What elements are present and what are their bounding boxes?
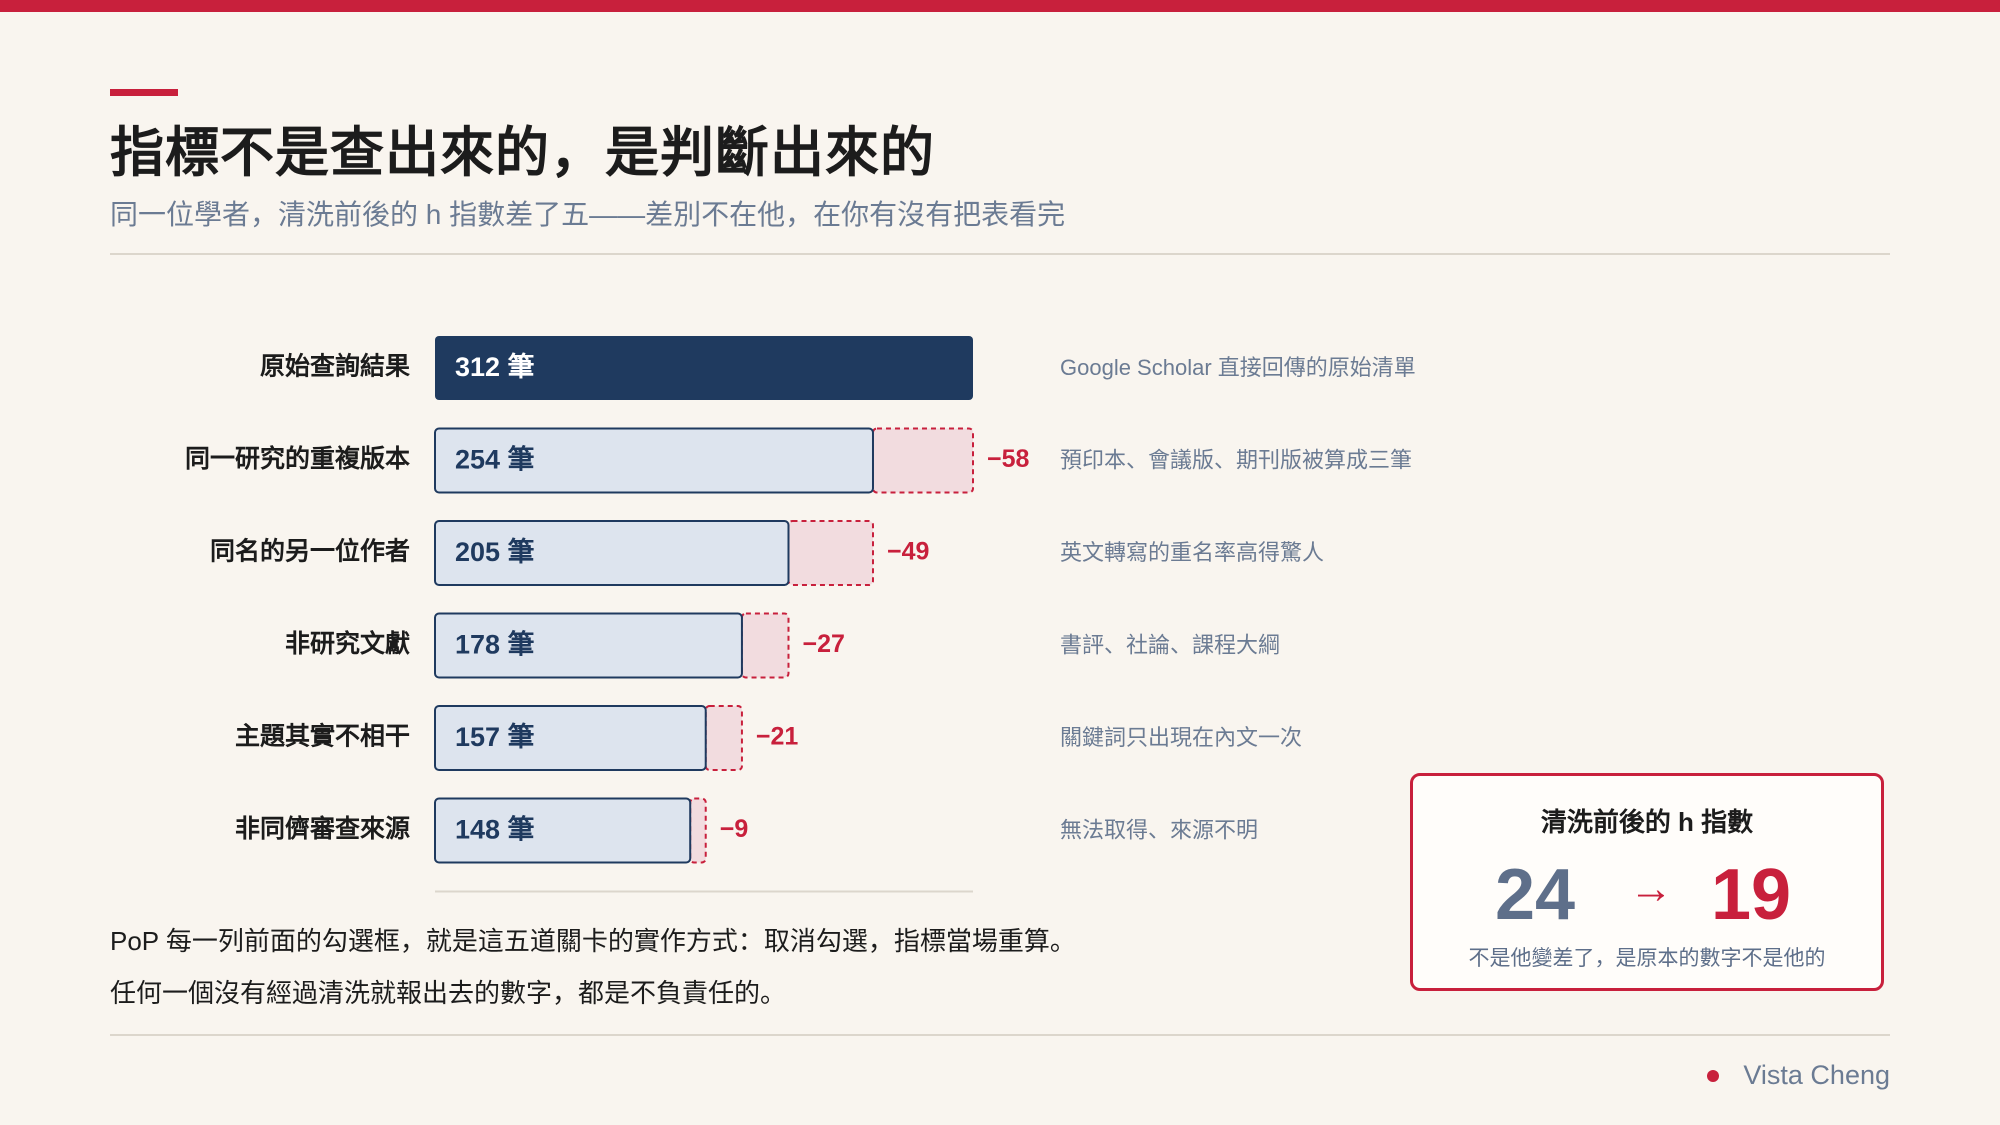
bar-value-label: 148 筆: [455, 815, 535, 845]
row-note: 預印本、會議版、期刊版被算成三筆: [1060, 447, 1412, 472]
bar: [434, 520, 790, 586]
bar-value-label: 312 筆: [455, 352, 535, 382]
row-note: Google Scholar 直接回傳的原始清單: [1060, 355, 1416, 380]
page-subtitle: 同一位學者，清洗前後的 h 指數差了五——差別不在他，在你有沒有把表看完: [110, 199, 1066, 230]
h-index-before-value: 24: [1495, 855, 1576, 935]
header-divider: [110, 253, 1890, 255]
category-label: 原始查詢結果: [260, 352, 410, 381]
removed-segment: [689, 797, 707, 864]
footer-divider: [110, 1034, 1890, 1036]
removed-segment: [871, 427, 974, 494]
bar: [434, 612, 743, 679]
bar-value-label: 205 筆: [455, 537, 535, 567]
page-title: 指標不是查出來的，是判斷出來的: [110, 123, 935, 183]
arrow-right-icon: →: [1629, 864, 1673, 913]
bar-value-label: 178 筆: [455, 630, 535, 660]
removed-segment: [704, 705, 743, 771]
author-credit: Vista Cheng: [1707, 1060, 1890, 1091]
row-note: 書評、社論、課程大綱: [1060, 632, 1280, 657]
footnote-line-2: 任何一個沒有經過清洗就報出去的數字，都是不負責任的。: [110, 978, 787, 1008]
top-accent-bar: [0, 0, 2000, 12]
removed-segment: [787, 520, 874, 586]
delta-label: −58: [987, 445, 1030, 473]
author-dot-icon: [1707, 1069, 1720, 1082]
delta-label: −21: [756, 723, 799, 751]
h-index-callout: 清洗前後的 h 指數 24 → 19 不是他變差了，是原本的數字不是他的: [1410, 773, 1884, 991]
bar: [434, 797, 692, 864]
row-note: 關鍵詞只出現在內文一次: [1060, 725, 1302, 750]
bar: [434, 427, 874, 494]
row-note: 無法取得、來源不明: [1060, 817, 1258, 842]
bar-value-label: 157 筆: [455, 722, 535, 752]
author-name: Vista Cheng: [1743, 1060, 1890, 1090]
bar: [434, 705, 707, 771]
delta-label: −27: [802, 630, 844, 658]
category-label: 非研究文獻: [285, 629, 410, 658]
category-label: 非同儕審查來源: [235, 814, 410, 843]
category-label: 同名的另一位作者: [210, 537, 410, 566]
delta-label: −9: [720, 815, 749, 843]
removed-segment: [740, 612, 790, 679]
bar-value-label: 254 筆: [455, 445, 535, 475]
category-label: 主題其實不相干: [235, 722, 410, 751]
h-index-after-value: 19: [1711, 855, 1792, 935]
footnote-line-1: PoP 每一列前面的勾選框，就是這五道關卡的實作方式：取消勾選，指標當場重算。: [110, 926, 1076, 956]
row-note: 英文轉寫的重名率高得驚人: [1060, 540, 1324, 565]
bar: [435, 336, 973, 400]
h-index-title: 清洗前後的 h 指數: [1540, 807, 1754, 837]
delta-label: −49: [887, 538, 929, 566]
category-label: 同一研究的重複版本: [185, 444, 410, 473]
h-index-note: 不是他變差了，是原本的數字不是他的: [1468, 947, 1826, 970]
title-accent-mark: [110, 89, 178, 96]
